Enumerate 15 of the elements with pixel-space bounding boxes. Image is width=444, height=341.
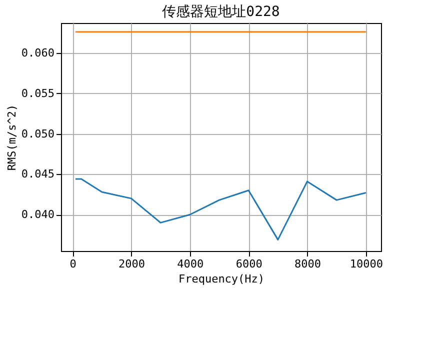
x-tick-label: 10000 (350, 258, 383, 270)
x-tick-label: 4000 (177, 258, 204, 270)
line-series (74, 178, 367, 240)
y-tick-label: 0.060 (21, 46, 54, 60)
x-tick-label: 8000 (294, 258, 321, 270)
y-tick-label: 0.045 (21, 168, 54, 181)
x-tick-label: 6000 (236, 258, 262, 270)
x-axis-title: Frequency(Hz) (178, 272, 265, 286)
y-tick-label: 0.040 (21, 208, 54, 222)
y-tick-label: 0.055 (21, 86, 54, 100)
x-tick-label: 0 (70, 258, 76, 270)
y-axis-title: RMS(m/s^2) (5, 104, 18, 171)
chart-title: 传感器短地址0228 (162, 4, 280, 20)
x-tick-label: 2000 (118, 258, 145, 270)
y-tick-label: 0.050 (21, 127, 54, 140)
